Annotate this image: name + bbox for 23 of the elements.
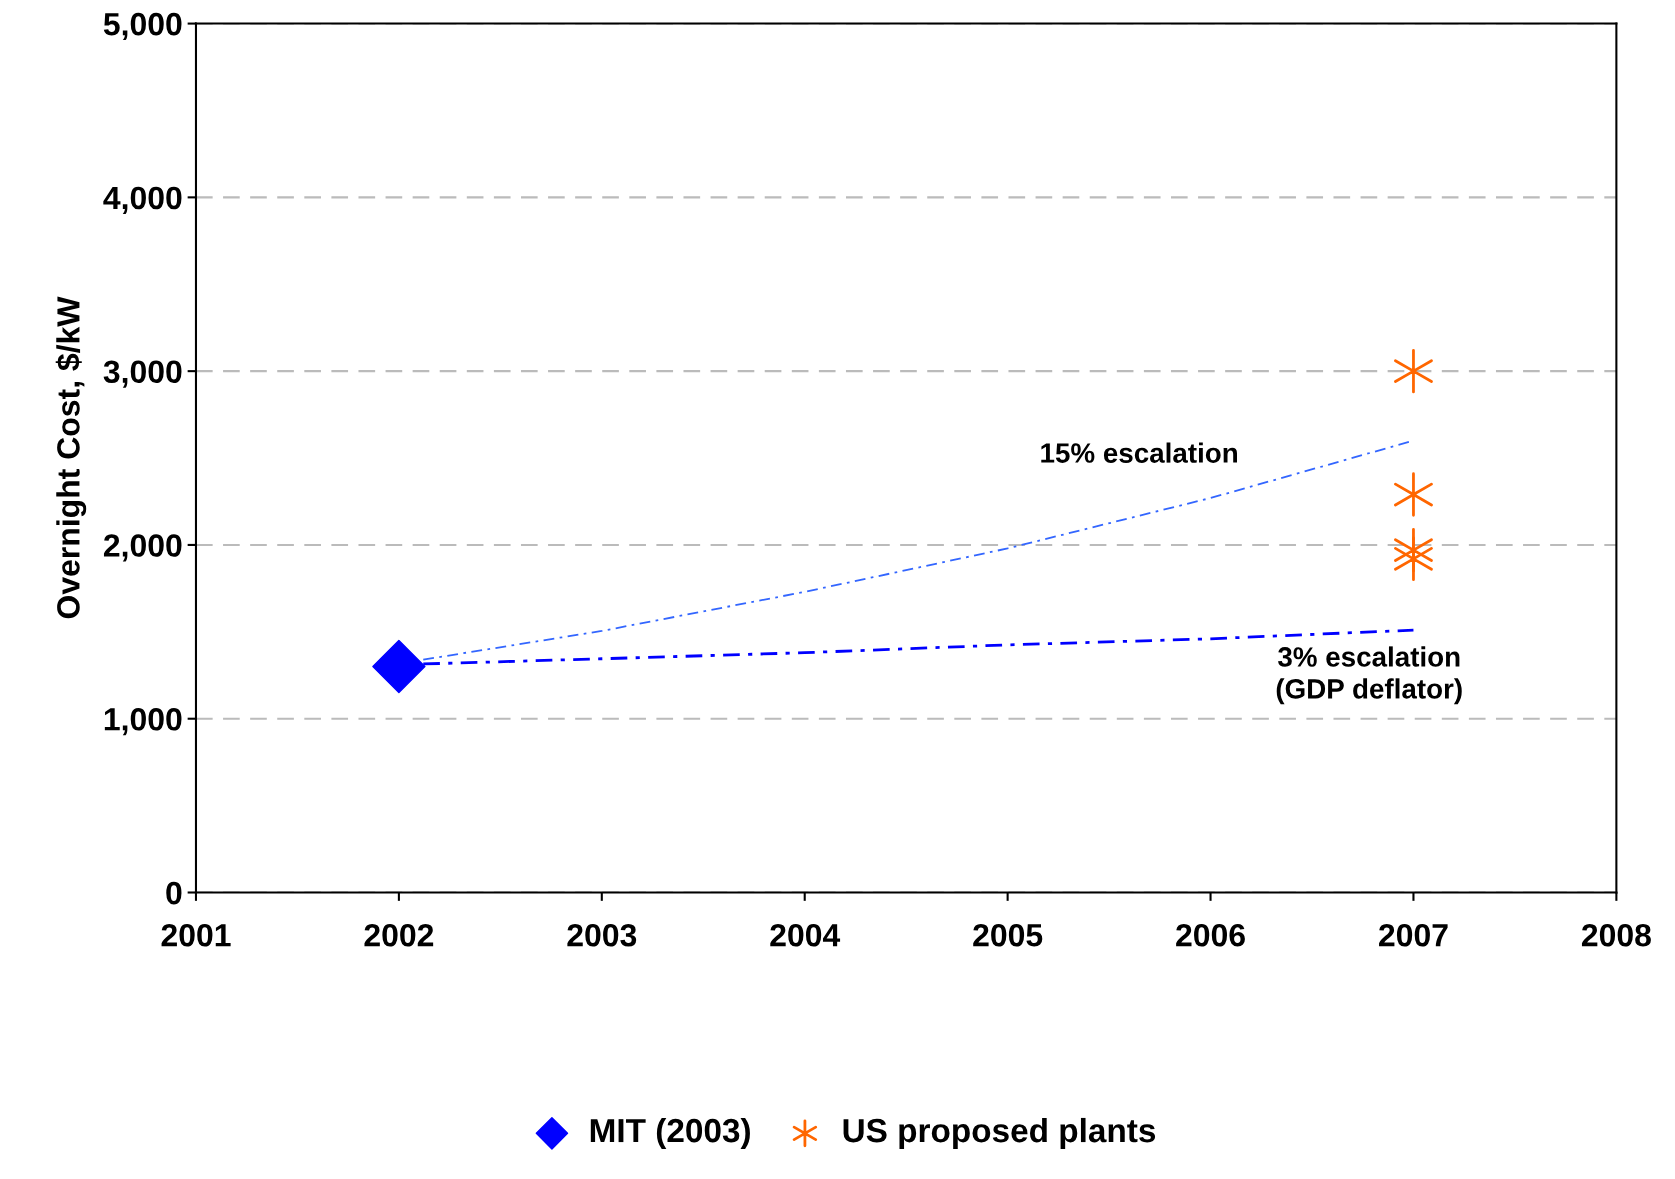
x-tick-label: 2002 — [364, 923, 434, 947]
y-tick-label: 1,000 — [104, 707, 182, 736]
x-tick-label: 2007 — [1379, 923, 1448, 947]
y-tick-label: 3,000 — [103, 360, 182, 388]
y-tick-label: 0 — [166, 881, 182, 905]
point — [1394, 472, 1433, 517]
x-tick-label: 2003 — [567, 923, 637, 947]
y-tick-label: 2,000 — [103, 534, 182, 562]
y-axis-title: Overnight Cost, $/kW — [55, 296, 87, 619]
x-tick-label: 2008 — [1581, 923, 1651, 947]
x-tick-label: 2004 — [770, 923, 841, 947]
point — [1394, 348, 1433, 394]
legend-label: US proposed plants — [843, 1117, 1156, 1149]
x-tick-label: 2001 — [161, 923, 231, 947]
x-tick-label: 2005 — [973, 923, 1043, 947]
point — [1394, 536, 1433, 582]
point — [372, 639, 426, 694]
y-tick-label: 4,000 — [103, 186, 182, 214]
annotation: 3% escalation (GDP deflator) — [1276, 646, 1462, 705]
legend-label: MIT (2003) — [590, 1117, 750, 1149]
y-tick-label: 5,000 — [103, 12, 182, 41]
annotation: 15% escalation — [1041, 442, 1237, 463]
x-tick-label: 2006 — [1176, 923, 1245, 947]
